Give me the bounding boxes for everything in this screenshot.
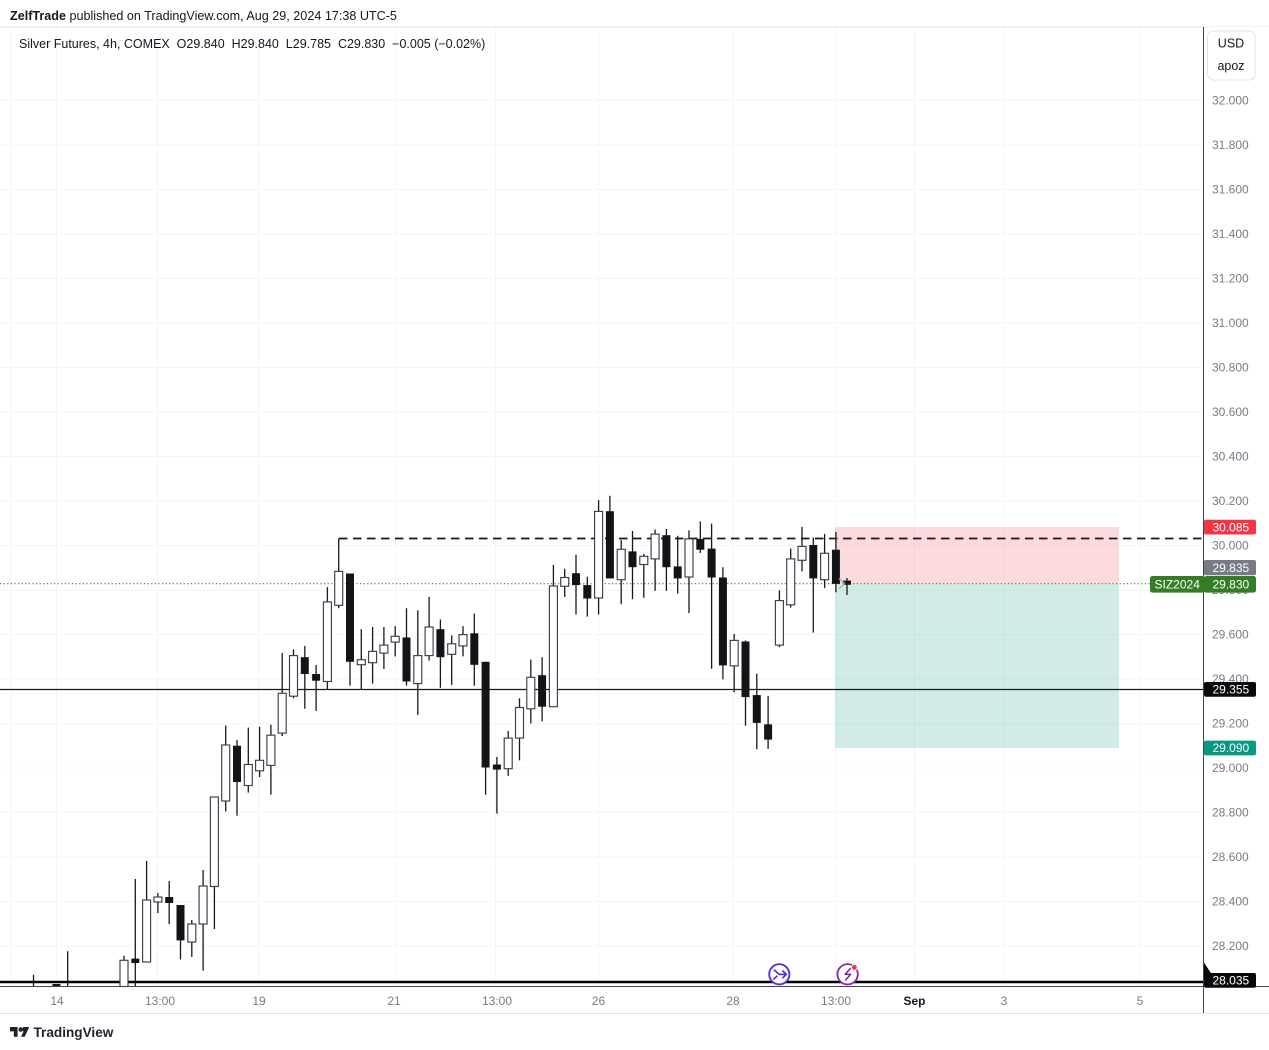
svg-text:13:00: 13:00	[482, 994, 512, 1008]
svg-text:26: 26	[592, 994, 606, 1008]
svg-text:29.355: 29.355	[1213, 683, 1250, 697]
svg-text:28.400: 28.400	[1212, 895, 1249, 909]
svg-text:ZelfTrade published on Trading: ZelfTrade published on TradingView.com, …	[10, 9, 397, 23]
svg-text:31.600: 31.600	[1212, 183, 1249, 197]
svg-text:30.800: 30.800	[1212, 361, 1249, 375]
svg-text:29.200: 29.200	[1212, 717, 1249, 731]
svg-text:31.400: 31.400	[1212, 227, 1249, 241]
svg-text:apoz: apoz	[1217, 59, 1244, 73]
svg-text:28.800: 28.800	[1212, 806, 1249, 820]
svg-text:29.835: 29.835	[1213, 561, 1250, 575]
svg-text:Silver Futures, 4h, COMEX O29: Silver Futures, 4h, COMEX O29.840 H29.84…	[19, 37, 485, 51]
svg-text:32.000: 32.000	[1212, 94, 1249, 108]
svg-text:29.090: 29.090	[1213, 741, 1250, 755]
svg-text:14: 14	[50, 994, 64, 1008]
svg-text:Sep: Sep	[903, 994, 925, 1008]
svg-text:19: 19	[252, 994, 266, 1008]
svg-text:USD: USD	[1218, 37, 1244, 51]
svg-text:3: 3	[1001, 994, 1008, 1008]
svg-text:30.200: 30.200	[1212, 494, 1249, 508]
svg-text:28.200: 28.200	[1212, 939, 1249, 953]
svg-text:31.200: 31.200	[1212, 272, 1249, 286]
svg-text:29.830: 29.830	[1213, 578, 1250, 592]
svg-text:28: 28	[726, 994, 740, 1008]
svg-text:29.600: 29.600	[1212, 628, 1249, 642]
svg-text:28.600: 28.600	[1212, 850, 1249, 864]
svg-text:30.000: 30.000	[1212, 539, 1249, 553]
svg-text:13:00: 13:00	[821, 994, 851, 1008]
svg-text:29.000: 29.000	[1212, 761, 1249, 775]
svg-text:5: 5	[1137, 994, 1144, 1008]
svg-text:28.035: 28.035	[1213, 974, 1250, 988]
svg-text:SIZ2024: SIZ2024	[1155, 578, 1201, 592]
svg-text:TradingView: TradingView	[34, 1025, 114, 1040]
svg-text:31.000: 31.000	[1212, 316, 1249, 330]
svg-text:13:00: 13:00	[145, 994, 175, 1008]
svg-text:30.400: 30.400	[1212, 450, 1249, 464]
svg-text:30.085: 30.085	[1213, 520, 1250, 534]
svg-text:21: 21	[387, 994, 401, 1008]
svg-text:31.800: 31.800	[1212, 138, 1249, 152]
svg-text:30.600: 30.600	[1212, 405, 1249, 419]
